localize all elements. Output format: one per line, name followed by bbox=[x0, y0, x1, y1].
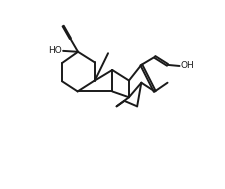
Text: OH: OH bbox=[181, 61, 195, 70]
Text: HO: HO bbox=[48, 46, 62, 55]
